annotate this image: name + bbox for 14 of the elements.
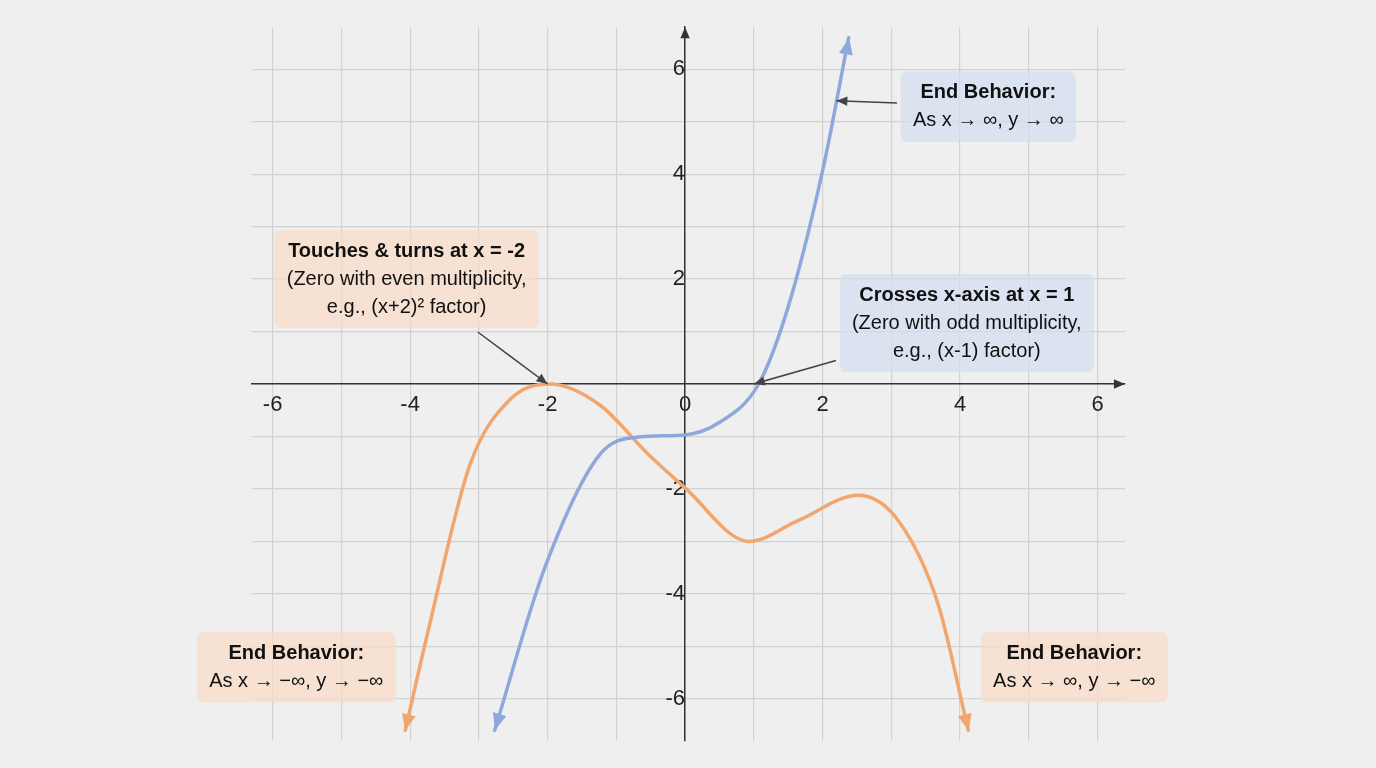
x-tick-label: 4 xyxy=(953,391,967,417)
annotation: End Behavior: As x → ∞, y → ∞ xyxy=(912,80,1064,131)
x-tick-label: -2 xyxy=(537,391,558,417)
x-tick-label: 6 xyxy=(1091,391,1104,417)
y-tick-label: 6 xyxy=(672,55,686,81)
annotation: Crosses x-axis at x = 1 (Zero with odd multiplicity, e.g., (x-1) factor) xyxy=(851,282,1082,361)
annotation: Touches & turns at x = -2 (Zero with even multiplicity, e.g., (x+2)² factor) xyxy=(286,238,527,317)
y-tick-label: 2 xyxy=(672,265,686,291)
annotation: End Behavior: As x → −∞, y → −∞ xyxy=(209,640,384,691)
y-tick-label: -6 xyxy=(665,684,686,710)
x-tick-label: -4 xyxy=(400,391,420,417)
x-tick-label: 2 xyxy=(816,391,829,417)
x-tick-label: -6 xyxy=(262,391,283,417)
annotation: End Behavior: As x → ∞, y → −∞ xyxy=(993,640,1156,691)
